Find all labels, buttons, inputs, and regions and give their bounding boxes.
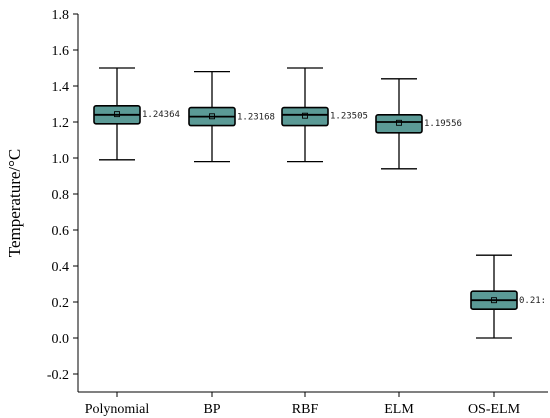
mean-label: 1.23505 xyxy=(330,112,368,122)
box-elm: 1.19556 xyxy=(375,78,462,170)
y-tick-label: 1.6 xyxy=(52,44,70,59)
mean-marker xyxy=(302,112,308,119)
x-axis-ticks: Polynomial BP RBF ELM OS-ELM xyxy=(85,392,521,417)
y-axis-title: Temperature/°C xyxy=(5,149,24,258)
x-tick-label: OS-ELM xyxy=(468,402,521,417)
mean-label: 1.23168 xyxy=(237,112,275,122)
x-tick-label: ELM xyxy=(384,402,414,417)
y-tick-label: 1.8 xyxy=(52,8,70,23)
y-tick-label: 1.2 xyxy=(52,116,70,131)
x-tick-label: BP xyxy=(203,402,220,417)
mean-marker xyxy=(491,297,497,304)
x-tick-label: RBF xyxy=(292,402,319,417)
box-iqr xyxy=(281,106,329,127)
x-tick-label: Polynomial xyxy=(85,402,150,417)
mean-marker xyxy=(396,119,402,126)
y-axis-ticks: -0.2 0.0 0.2 0.4 0.6 0.8 1.0 1.2 1.4 1.6 1.8 xyxy=(47,8,78,383)
box-iqr xyxy=(375,114,423,134)
box-polynomial: 1.24364 xyxy=(93,67,180,161)
mean-label: 0.21: xyxy=(519,296,546,306)
mean-label: 1.24364 xyxy=(142,110,180,120)
mean-marker xyxy=(209,113,215,120)
boxes-group: 1.24364 1.23168 1.23505 1.19556 0.21: xyxy=(93,67,546,339)
y-tick-label: 0.8 xyxy=(52,188,70,203)
y-tick-label: 1.0 xyxy=(52,152,70,167)
mean-marker xyxy=(114,111,120,118)
y-tick-label: 0.6 xyxy=(52,224,70,239)
y-tick-label: 0.4 xyxy=(52,260,70,275)
mean-label: 1.19556 xyxy=(424,119,462,129)
y-tick-label: -0.2 xyxy=(47,368,69,383)
y-tick-label: 0.2 xyxy=(52,296,70,311)
y-tick-label: 1.4 xyxy=(52,80,70,95)
box-os-elm: 0.21: xyxy=(470,254,546,339)
box-bp: 1.23168 xyxy=(188,70,275,163)
box-rbf: 1.23505 xyxy=(281,67,368,163)
y-tick-label: 0.0 xyxy=(52,332,70,347)
